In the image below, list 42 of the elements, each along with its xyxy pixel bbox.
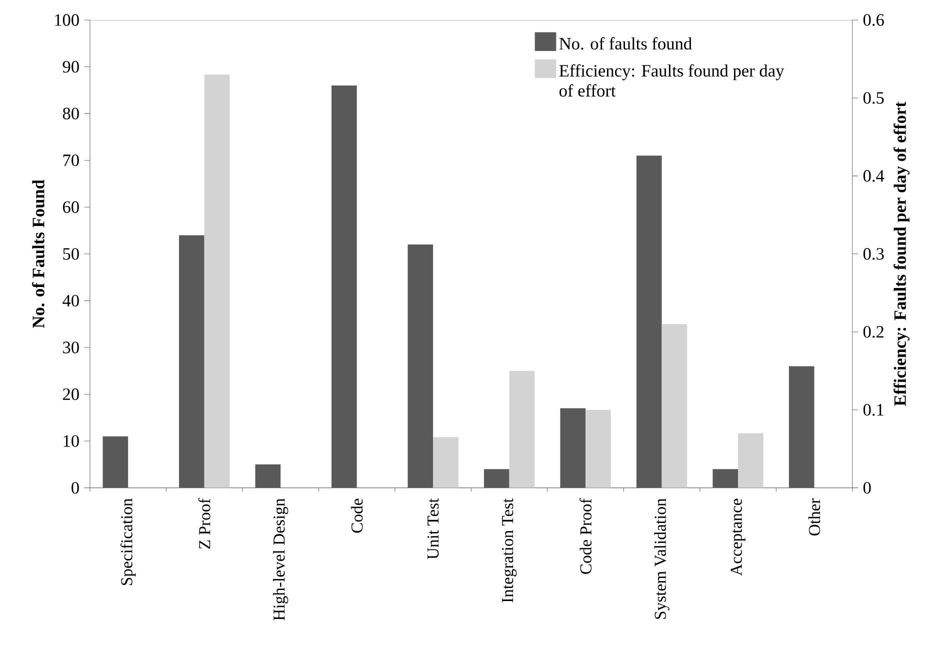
legend-label: No. of faults found	[559, 37, 692, 50]
y-tick-label: 10	[64, 435, 79, 447]
legend-label: Efficiency: Faults found per day of effort	[559, 64, 784, 97]
y2-tick-label: 0.5	[863, 92, 884, 104]
y2-axis-title: Efficiency: Faults found per day of effort	[894, 102, 910, 406]
y-tick-label: 50	[63, 248, 79, 260]
x-tick-label: Specification	[120, 498, 136, 586]
x-tick-label: High-level Design	[272, 498, 288, 620]
x-tick-label: Z Proof	[198, 498, 210, 549]
x-tick-label: Code	[350, 498, 363, 533]
y2-tick-label: 0.3	[863, 248, 884, 260]
y2-tick-label: 0.6	[863, 14, 884, 26]
x-tick-label: Unit Test	[427, 498, 439, 560]
y-tick-label: 80	[62, 108, 79, 120]
bar	[408, 244, 434, 488]
bar	[433, 437, 458, 488]
y-tick-label: 40	[62, 294, 79, 307]
y-axis-title: No. of Faults Found	[32, 180, 44, 328]
y-tick-label: 90	[62, 61, 79, 73]
bar	[255, 464, 281, 488]
x-tick-label: System Validation	[654, 498, 670, 619]
y-tick-label: 100	[55, 14, 79, 26]
bar	[331, 86, 357, 488]
y2-tick-label: 0.2	[863, 326, 884, 338]
y-tick-label: 0	[72, 482, 79, 494]
bar	[788, 366, 814, 488]
y-tick-label: 70	[63, 154, 79, 166]
x-tick-label: Integration Test	[502, 498, 517, 603]
x-tick-label: Code Proof	[580, 498, 592, 574]
bar	[636, 156, 662, 488]
y2-tick-label: 0.1	[863, 404, 884, 416]
y2-tick-label: 0	[863, 482, 871, 494]
y-tick-label: 20	[62, 388, 79, 400]
bar	[484, 469, 510, 488]
y-tick-label: 60	[62, 201, 79, 214]
bar	[102, 436, 128, 488]
y2-tick-label: 0.4	[863, 170, 884, 182]
x-tick-label: Acceptance	[730, 498, 746, 576]
bar	[509, 370, 535, 488]
bar	[738, 433, 764, 488]
x-tick-label: Other	[808, 498, 820, 536]
y-tick-label: 30	[63, 342, 79, 354]
